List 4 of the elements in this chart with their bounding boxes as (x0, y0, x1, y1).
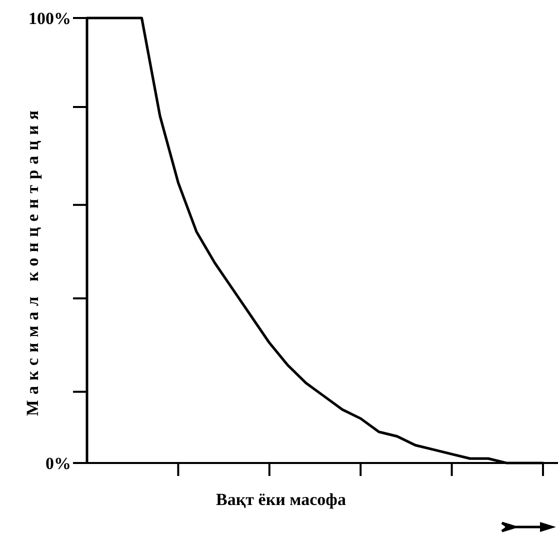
y-axis-title: Максимал концентрация (23, 105, 42, 416)
y-tick-label: 0% (46, 454, 71, 473)
y-tick-label: 100% (28, 8, 71, 28)
x-axis-title: Вақт ёки масофа (216, 490, 346, 509)
